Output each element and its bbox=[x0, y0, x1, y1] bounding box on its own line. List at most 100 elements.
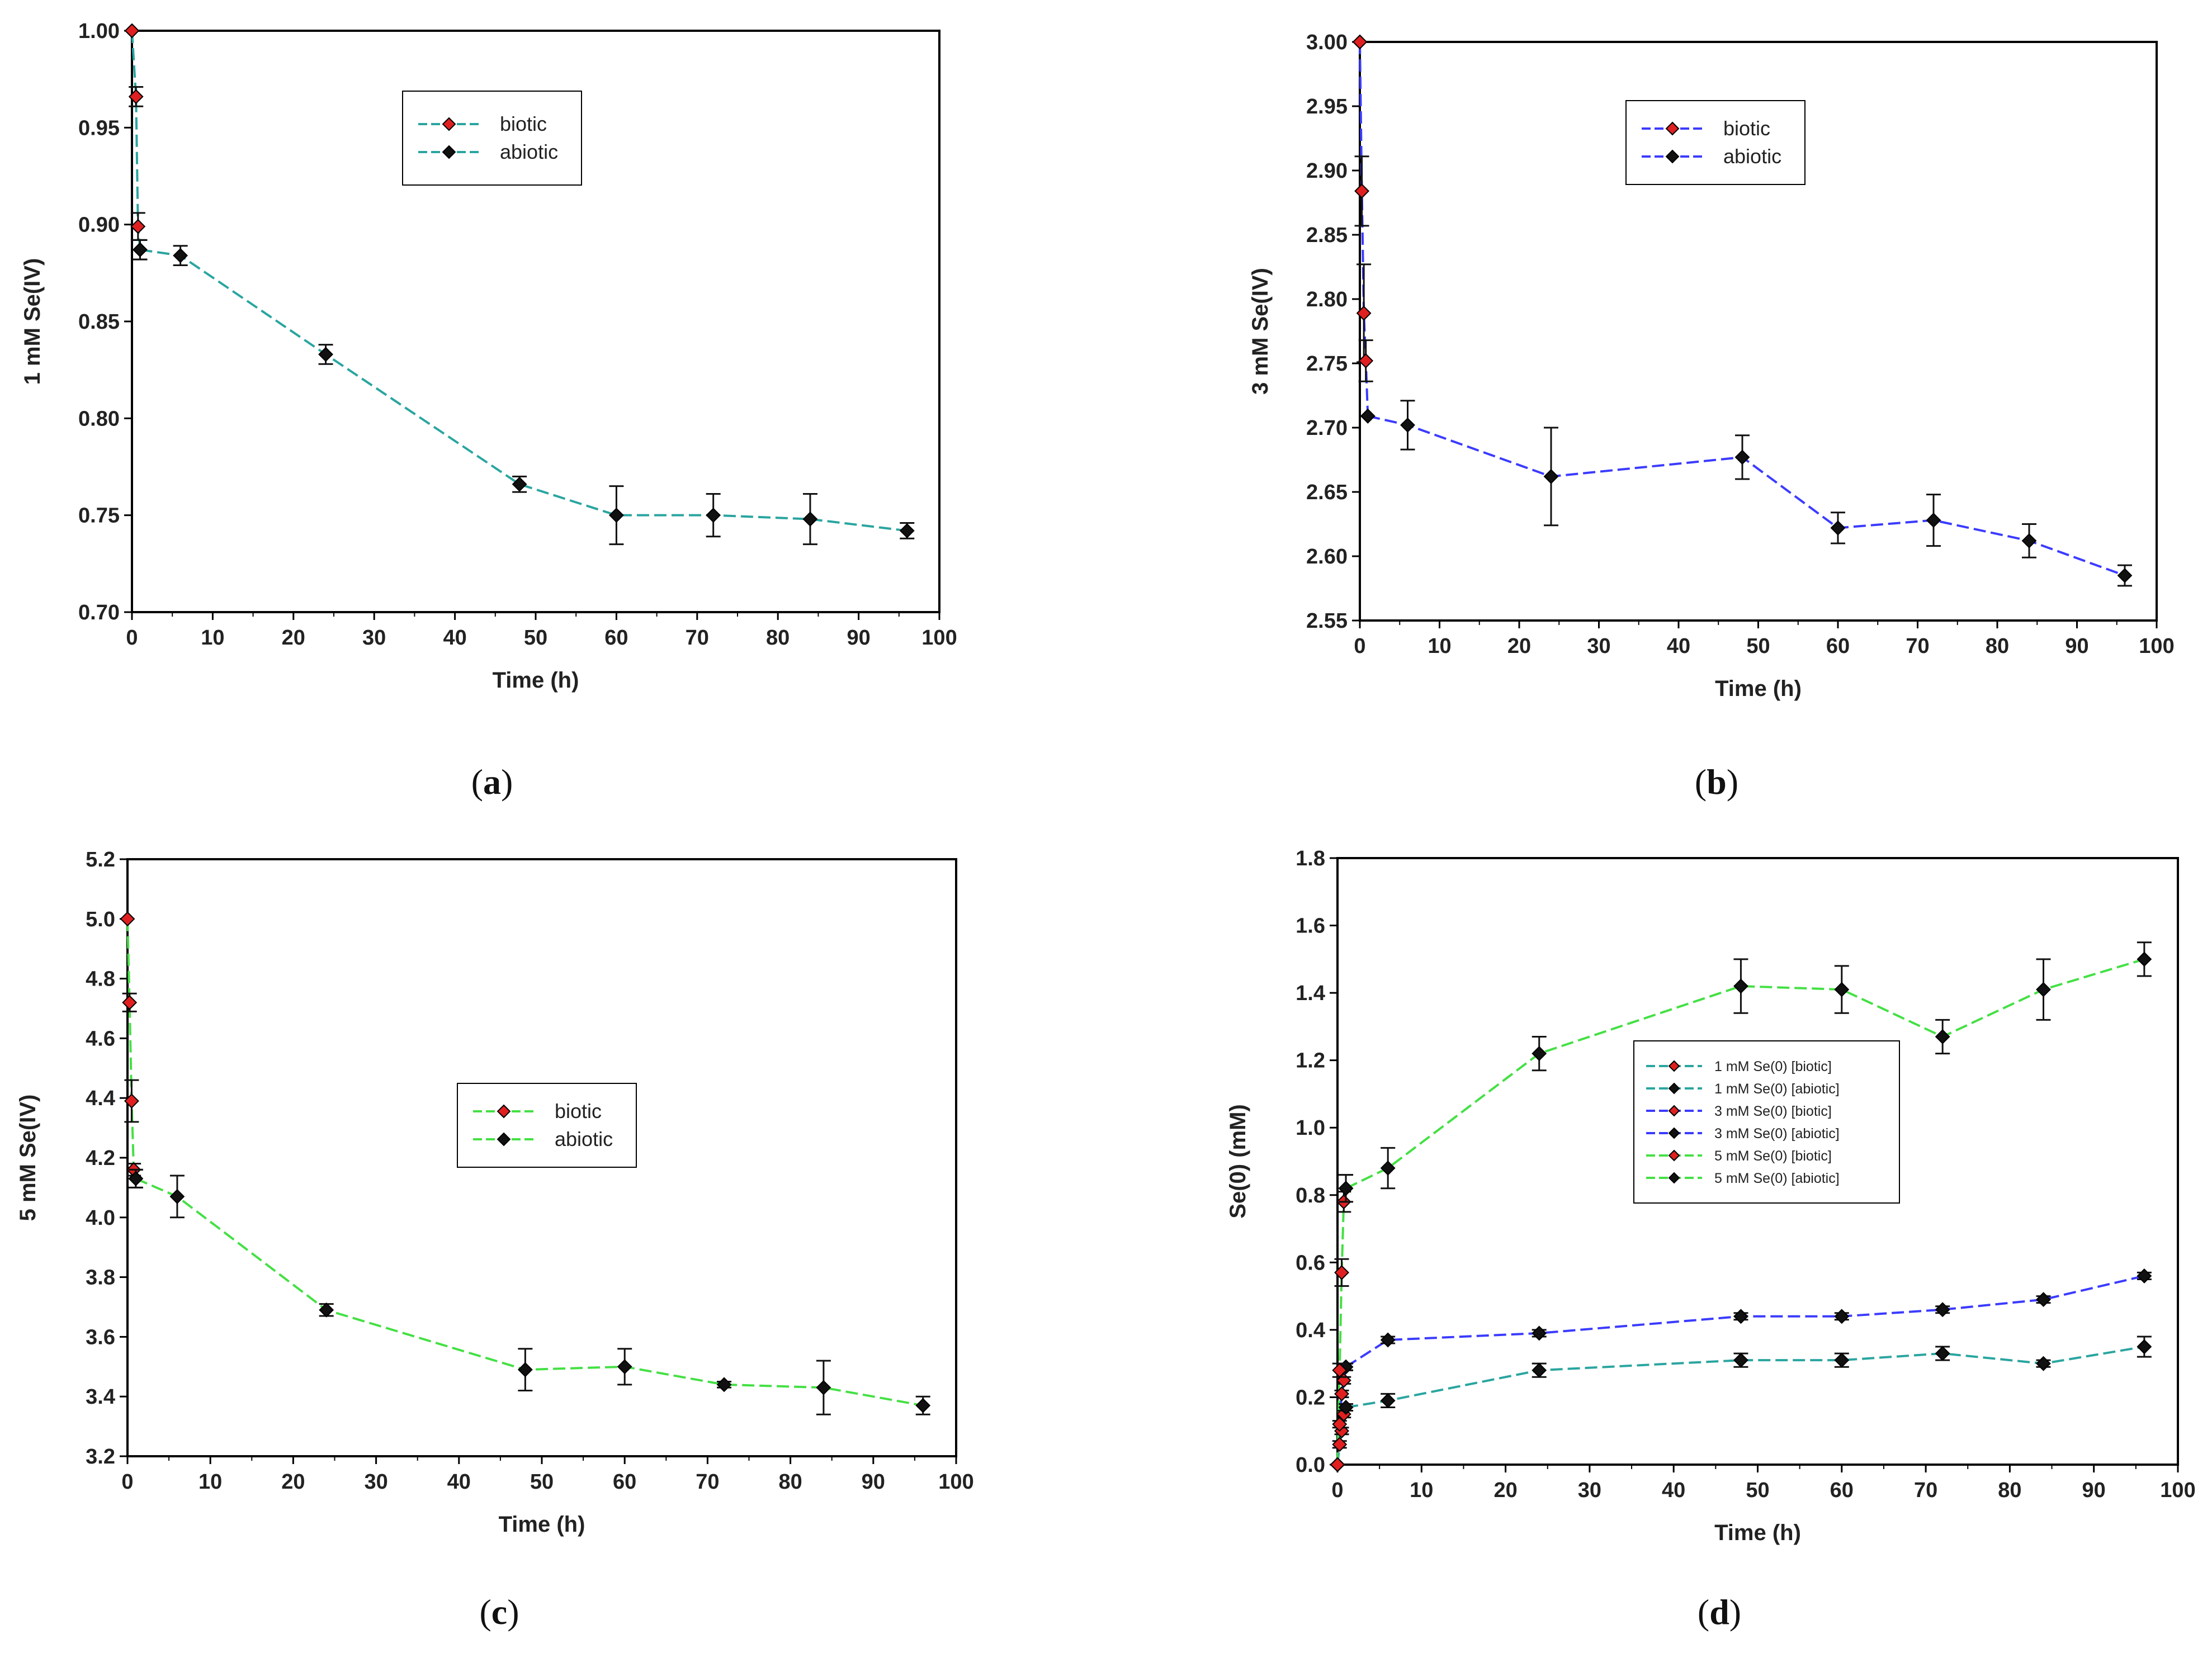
data-point bbox=[124, 23, 140, 39]
panel-caption: (c) bbox=[479, 1592, 519, 1632]
data-point bbox=[2117, 568, 2133, 583]
data-point bbox=[2137, 1268, 2152, 1284]
series-line-1 bbox=[135, 1177, 924, 1407]
x-tick-label: 20 bbox=[1507, 634, 1531, 658]
x-tick-label: 40 bbox=[447, 1470, 471, 1494]
y-tick-label: 1.0 bbox=[1296, 1116, 1325, 1140]
legend-label: 3 mM Se(0) [abiotic] bbox=[1714, 1126, 1840, 1142]
data-point bbox=[1400, 417, 1415, 433]
data-point bbox=[1834, 1309, 1850, 1324]
x-axis-label: Time (h) bbox=[499, 1512, 585, 1537]
x-tick-label: 90 bbox=[847, 626, 870, 650]
legend-marker bbox=[442, 145, 456, 159]
panel-a: 0 10 20 30 40 50 60 70 80 90 100 0.70 0.75 0.80 0.85 0.… bbox=[20, 20, 957, 802]
x-axis-label: Time (h) bbox=[1715, 676, 1802, 701]
data-point bbox=[1532, 1325, 1547, 1341]
x-tick-label: 100 bbox=[2160, 1479, 2195, 1502]
series-line-0 bbox=[126, 918, 137, 1179]
x-tick-label: 90 bbox=[2065, 634, 2088, 658]
y-tick-label: 0.0 bbox=[1296, 1453, 1325, 1477]
y-tick-label: 2.60 bbox=[1306, 545, 1348, 569]
legend-box bbox=[1633, 1040, 1900, 1204]
data-point bbox=[899, 523, 915, 538]
data-point bbox=[2137, 1339, 2152, 1355]
data-point bbox=[1332, 1417, 1348, 1432]
legend-marker bbox=[1668, 1127, 1680, 1139]
data-point bbox=[1532, 1046, 1547, 1062]
data-point bbox=[2036, 1356, 2051, 1371]
y-tick-label: 0.75 bbox=[78, 504, 120, 528]
x-tick-label: 60 bbox=[613, 1470, 636, 1494]
data-point bbox=[1935, 1302, 1950, 1318]
data-point bbox=[915, 1398, 931, 1413]
legend-marker bbox=[1668, 1060, 1680, 1072]
y-tick-label: 0.80 bbox=[78, 407, 120, 430]
data-point bbox=[517, 1362, 533, 1377]
x-tick-label: 70 bbox=[1906, 634, 1929, 658]
x-tick-label: 90 bbox=[862, 1470, 885, 1494]
x-tick-label: 60 bbox=[1826, 634, 1850, 658]
data-point bbox=[130, 219, 146, 234]
y-tick-label: 1.8 bbox=[1296, 847, 1325, 870]
x-tick-label: 100 bbox=[2139, 634, 2174, 658]
x-tick-label: 60 bbox=[604, 626, 628, 650]
data-point bbox=[608, 508, 624, 523]
y-tick-label: 4.6 bbox=[86, 1027, 115, 1050]
data-point bbox=[1532, 1362, 1547, 1378]
y-tick-label: 0.70 bbox=[78, 601, 120, 624]
legend: biotic abiotic bbox=[1625, 100, 1805, 185]
y-tick-label: 1.00 bbox=[78, 20, 120, 43]
y-tick-label: 2.70 bbox=[1306, 416, 1348, 440]
series-line-5 bbox=[1345, 958, 2145, 1190]
y-tick-label: 4.0 bbox=[86, 1206, 115, 1230]
data-point bbox=[1733, 978, 1748, 994]
legend-marker bbox=[1665, 149, 1680, 164]
y-tick-label: 0.85 bbox=[78, 310, 120, 334]
y-tick-label: 2.85 bbox=[1306, 224, 1348, 247]
panel-d: 0 10 20 30 40 50 60 70 80 90 100 0.0 0.2 0.4 0.6 0.8 1.0… bbox=[1226, 847, 2196, 1632]
x-tick-label: 10 bbox=[1410, 1479, 1433, 1502]
y-axis-label: Se(0) (mM) bbox=[1226, 1104, 1250, 1218]
data-point bbox=[1332, 1362, 1348, 1378]
panel-c: 0 10 20 30 40 50 60 70 80 90 100 3.2 3.4 3.6 3.8 4.0 4.2… bbox=[16, 848, 974, 1632]
data-point bbox=[1330, 1457, 1345, 1472]
x-tick-label: 0 bbox=[121, 1470, 133, 1494]
y-tick-label: 2.55 bbox=[1306, 609, 1348, 633]
x-tick-label: 50 bbox=[1746, 634, 1770, 658]
data-point bbox=[1926, 513, 1941, 528]
x-tick-label: 30 bbox=[1578, 1479, 1601, 1502]
data-point bbox=[1380, 1393, 1396, 1408]
x-tick-label: 70 bbox=[696, 1470, 719, 1494]
data-point bbox=[1935, 1029, 1950, 1044]
x-tick-label: 10 bbox=[201, 626, 224, 650]
x-tick-label: 20 bbox=[281, 1470, 305, 1494]
data-point bbox=[173, 248, 188, 263]
data-point bbox=[1356, 305, 1372, 321]
panel-caption: (d) bbox=[1698, 1592, 1741, 1632]
data-point bbox=[1380, 1161, 1396, 1176]
data-point bbox=[319, 1302, 334, 1318]
data-point bbox=[1733, 1352, 1748, 1368]
data-point bbox=[706, 508, 721, 523]
y-axis-label: 5 mM Se(IV) bbox=[16, 1095, 40, 1221]
y-tick-label: 4.8 bbox=[86, 968, 115, 991]
data-point bbox=[1830, 520, 1846, 536]
data-point bbox=[1354, 183, 1369, 199]
y-tick-label: 4.2 bbox=[86, 1147, 115, 1170]
x-tick-label: 40 bbox=[443, 626, 466, 650]
x-tick-label: 80 bbox=[778, 1470, 802, 1494]
legend-label: biotic bbox=[500, 112, 547, 135]
y-tick-label: 2.90 bbox=[1306, 159, 1348, 183]
legend-marker bbox=[497, 1132, 511, 1147]
data-point bbox=[1834, 1352, 1850, 1368]
y-tick-label: 3.8 bbox=[86, 1266, 115, 1290]
legend-marker bbox=[1668, 1105, 1680, 1117]
series-line-3 bbox=[1345, 1275, 2145, 1368]
data-point bbox=[1334, 1265, 1349, 1280]
y-tick-label: 0.2 bbox=[1296, 1386, 1325, 1409]
legend-label: abiotic bbox=[500, 140, 558, 163]
x-tick-label: 20 bbox=[1493, 1479, 1517, 1502]
legend-marker bbox=[1668, 1172, 1680, 1184]
data-point bbox=[128, 89, 144, 105]
series-line-0 bbox=[131, 30, 141, 250]
